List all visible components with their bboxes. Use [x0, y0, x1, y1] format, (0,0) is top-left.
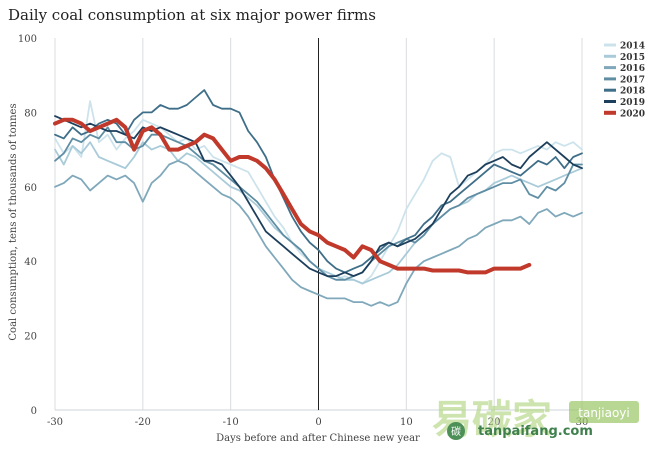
y-tick-label: 0 [31, 406, 37, 417]
watermark-latin-box [569, 401, 639, 423]
y-tick-label: 20 [24, 332, 37, 343]
series-line-2019 [54, 115, 583, 277]
x-tick-label: -30 [47, 417, 63, 428]
legend-label-2014: 2014 [620, 42, 645, 52]
x-axis-title: Days before and after Chinese new year [216, 433, 420, 444]
y-tick-label: 100 [18, 34, 37, 45]
watermark-domain-text: tanpaifang.com [478, 424, 593, 439]
watermark-logo: 易碳家 tanjiaoyi 碳 tanpaifang.com [432, 397, 639, 443]
series-line-2016 [54, 159, 583, 307]
y-tick-label: 80 [24, 108, 37, 119]
watermark-badge-text: 碳 [451, 425, 461, 438]
y-tick-label: 60 [24, 183, 37, 194]
legend-label-2015: 2015 [620, 53, 645, 63]
watermark-badge-icon [447, 422, 465, 440]
x-tick-label: -20 [135, 417, 151, 428]
x-tick-label: 0 [315, 417, 321, 428]
series-lines [53, 89, 583, 307]
legend-label-2017: 2017 [620, 75, 645, 85]
chart-title: Daily coal consumption at six major powe… [8, 6, 376, 24]
y-axis-title: Coal consumption, tens of thousands of t… [8, 103, 19, 340]
series-line-2020 [53, 117, 532, 275]
axes: -30-20-100102030020406080100 [18, 34, 588, 428]
legend-label-2019: 2019 [620, 98, 645, 108]
series-line-2017 [54, 126, 583, 281]
watermark-latin-text: tanjiaoyi [578, 406, 629, 420]
legend-label-2020: 2020 [620, 109, 645, 119]
x-tick-label: -10 [223, 417, 239, 428]
x-tick-label: 10 [400, 417, 413, 428]
x-tick-label: 20 [488, 417, 501, 428]
series-line-2018 [54, 89, 583, 274]
legend-label-2018: 2018 [620, 87, 645, 97]
y-tick-label: 40 [24, 257, 37, 268]
legend-label-2016: 2016 [620, 64, 645, 74]
